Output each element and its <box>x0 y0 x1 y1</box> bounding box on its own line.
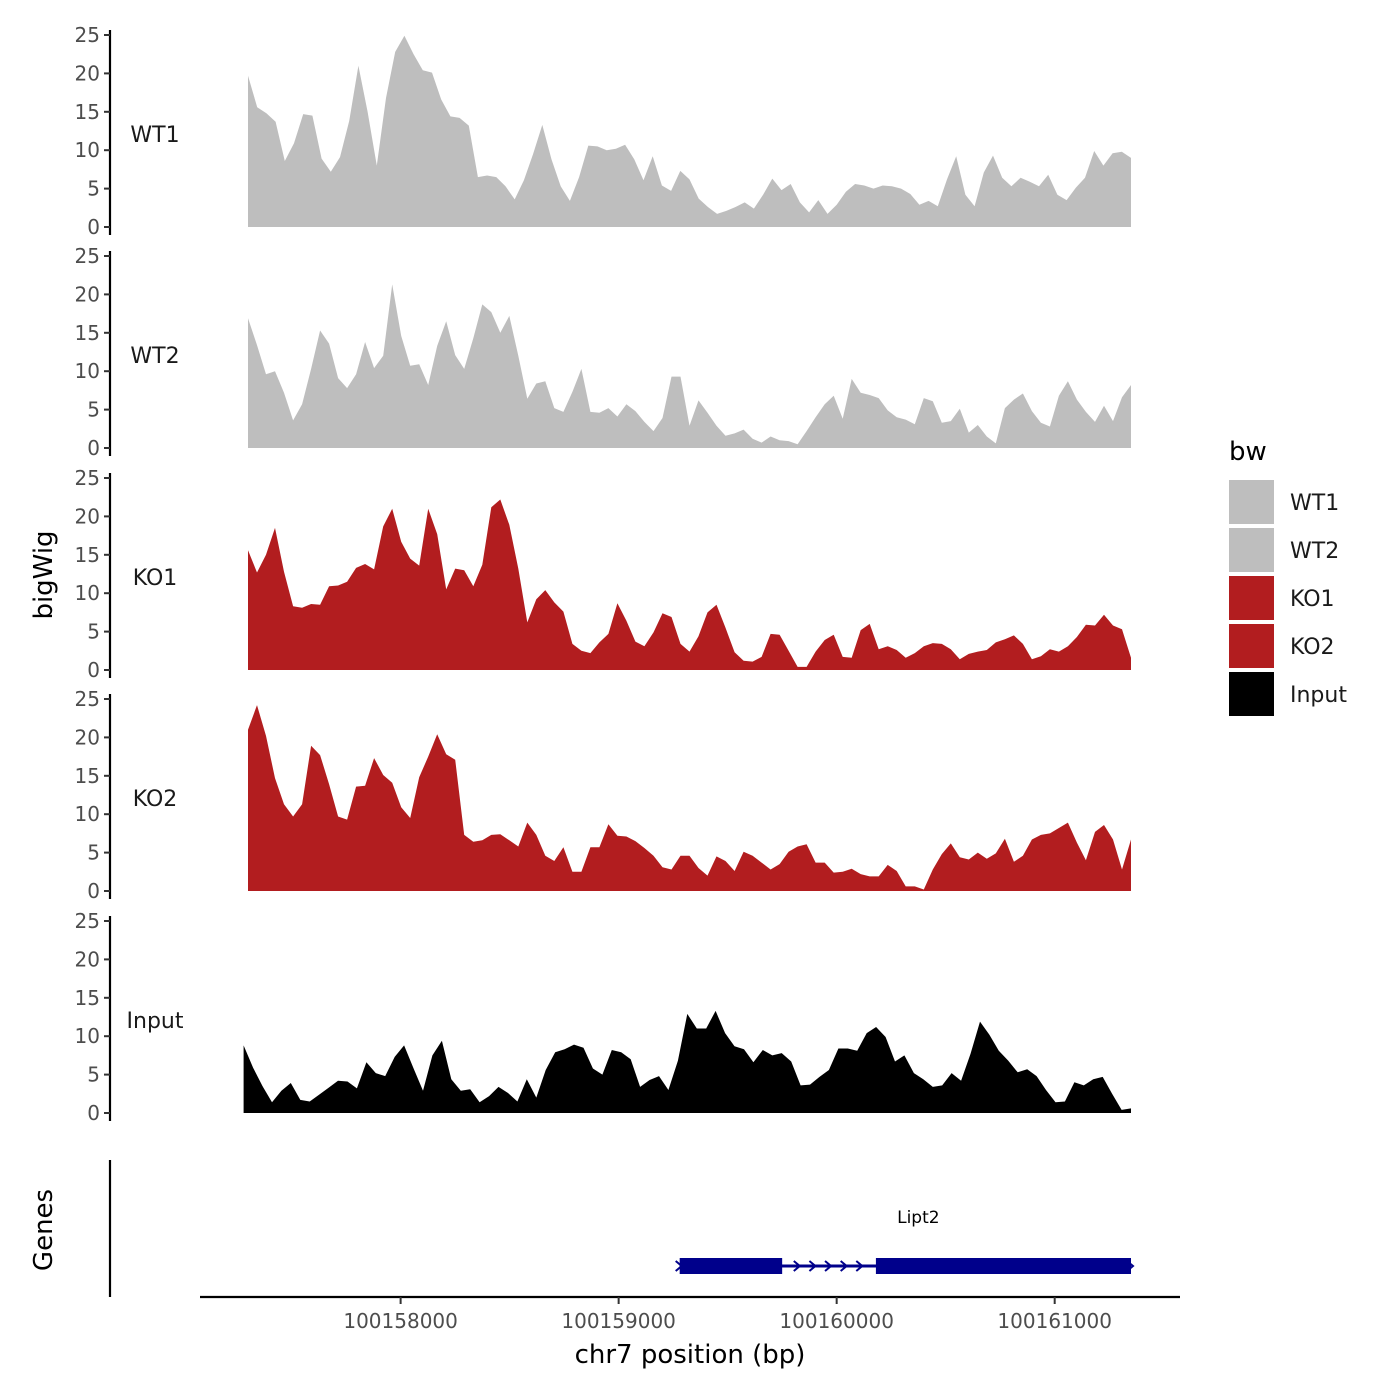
gene-exon <box>679 1258 783 1274</box>
y-tick-label: 5 <box>87 177 100 201</box>
legend-swatch <box>1229 528 1274 572</box>
y-tick-label: 20 <box>75 947 100 971</box>
coverage-area-wt2 <box>248 284 1131 448</box>
legend-swatch <box>1229 672 1274 716</box>
strand-arrow-icon <box>855 1260 864 1272</box>
legend-item-input: Input <box>1229 672 1347 716</box>
track-panel-ko2: 0 5 10 15 20 25 KO2 <box>75 687 1131 903</box>
track-label-ko2: KO2 <box>133 787 178 812</box>
gene-track-title: Genes <box>29 1189 59 1271</box>
y-tick-label: 0 <box>87 215 100 239</box>
legend-title: bw <box>1229 437 1267 467</box>
y-tick-label: 15 <box>75 986 100 1010</box>
coverage-area-wt1 <box>248 35 1131 227</box>
legend-item-wt1: WT1 <box>1229 480 1339 524</box>
legend-label: Input <box>1290 683 1347 708</box>
strand-arrow-icon <box>840 1260 849 1272</box>
y-tick-label: 0 <box>87 658 100 682</box>
y-tick-label: 5 <box>87 620 100 644</box>
y-tick-label: 0 <box>87 1101 100 1125</box>
strand-arrow-icon <box>793 1260 802 1272</box>
track-label-wt2: WT2 <box>130 344 179 369</box>
y-tick-label: 20 <box>75 504 100 528</box>
x-tick-label: 100161000 <box>997 1309 1112 1333</box>
y-tick-label: 25 <box>75 909 100 933</box>
legend-swatch <box>1229 624 1274 668</box>
strand-arrow-icon <box>675 1260 684 1272</box>
strand-arrow-icon <box>808 1260 817 1272</box>
legend-label: KO2 <box>1290 635 1335 660</box>
legend-item-ko1: KO1 <box>1229 576 1335 620</box>
y-tick-label: 0 <box>87 879 100 903</box>
y-tick-label: 10 <box>75 1024 100 1048</box>
legend-item-wt2: WT2 <box>1229 528 1339 572</box>
coverage-area-input <box>243 1010 1132 1113</box>
y-tick-label: 20 <box>75 282 100 306</box>
legend-item-ko2: KO2 <box>1229 624 1335 668</box>
track-panel-input: 0 5 10 15 20 25 Input <box>75 909 1132 1125</box>
y-tick-label: 10 <box>75 581 100 605</box>
x-axis-title: chr7 position (bp) <box>575 1340 806 1370</box>
y-axis-title: bigWig <box>29 530 59 619</box>
y-tick-label: 10 <box>75 802 100 826</box>
y-tick-label: 25 <box>75 23 100 47</box>
gene-exon <box>875 1258 1131 1274</box>
coverage-area-ko1 <box>248 499 1131 670</box>
y-tick-label: 15 <box>75 100 100 124</box>
x-tick-label: 100158000 <box>343 1309 458 1333</box>
coverage-area-ko2 <box>248 705 1131 891</box>
legend-swatch <box>1229 480 1274 524</box>
y-tick-label: 10 <box>75 359 100 383</box>
legend: bw WT1 WT2 KO1 KO2 Input <box>1229 437 1347 716</box>
y-tick-label: 20 <box>75 725 100 749</box>
y-tick-label: 10 <box>75 138 100 162</box>
y-tick-label: 0 <box>87 436 100 460</box>
track-label-wt1: WT1 <box>130 123 179 148</box>
y-tick-label: 15 <box>75 764 100 788</box>
y-tick-label: 5 <box>87 841 100 865</box>
legend-swatch <box>1229 576 1274 620</box>
gene-track: Lipt2 <box>108 1160 1135 1297</box>
track-panel-wt2: 0 5 10 15 20 25 WT2 <box>75 244 1131 460</box>
x-tick-label: 100159000 <box>561 1309 676 1333</box>
x-tick-label: 100160000 <box>779 1309 894 1333</box>
track-panel-ko1: 0 5 10 15 20 25 KO1 <box>75 466 1131 682</box>
track-label-ko1: KO1 <box>133 566 178 591</box>
track-panel-wt1: 0 5 10 15 20 25 WT1 <box>75 23 1131 239</box>
y-tick-label: 25 <box>75 466 100 490</box>
track-label-input: Input <box>127 1009 184 1034</box>
y-tick-label: 15 <box>75 321 100 345</box>
strand-arrow-icon <box>824 1260 833 1272</box>
y-tick-label: 5 <box>87 1063 100 1087</box>
track-panels: 0510152025WT10510152025WT20510152025KO10… <box>75 23 1132 1125</box>
legend-label: WT2 <box>1290 539 1339 564</box>
y-tick-label: 25 <box>75 687 100 711</box>
y-tick-label: 15 <box>75 543 100 567</box>
legend-label: WT1 <box>1290 491 1339 516</box>
y-tick-label: 25 <box>75 244 100 268</box>
gene-name-label: Lipt2 <box>897 1208 939 1228</box>
y-tick-label: 5 <box>87 398 100 422</box>
y-tick-label: 20 <box>75 61 100 85</box>
strand-arrow-icon <box>1126 1260 1135 1272</box>
legend-label: KO1 <box>1290 587 1335 612</box>
x-axis: 100158000 100159000 100160000 100161000 <box>200 1295 1180 1333</box>
